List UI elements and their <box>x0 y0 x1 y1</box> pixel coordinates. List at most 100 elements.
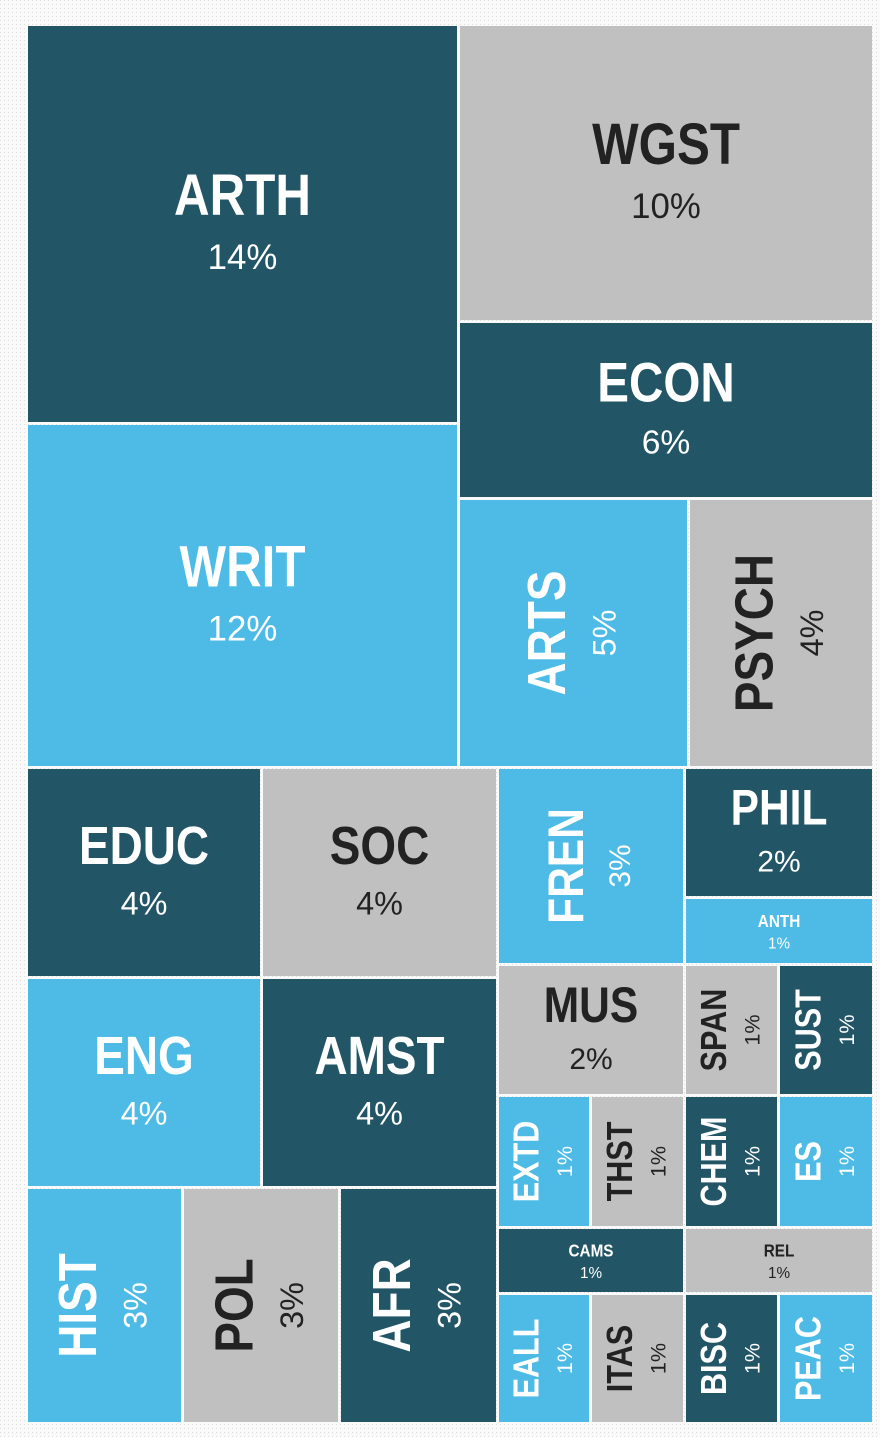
tile-label-group: ARTH 14% <box>174 163 311 277</box>
tile-label-group: EALL 1% <box>507 1319 577 1399</box>
tile-label-group: WGST 10% <box>592 112 740 226</box>
tile-label: ARTS <box>517 571 577 696</box>
tile-label: PSYCH <box>724 554 784 712</box>
tile <box>686 1295 777 1422</box>
tile <box>263 769 496 976</box>
tile-label: THST <box>601 1121 641 1201</box>
tile-label-group: POL 3% <box>204 1258 310 1352</box>
tile-label-group: CAMS 1% <box>568 1240 613 1282</box>
tile-value-label: 1% <box>834 1014 859 1045</box>
tile <box>686 899 872 963</box>
tile <box>28 425 457 766</box>
tile-label: HIST <box>48 1253 108 1358</box>
tile-label: CHEM <box>695 1116 735 1206</box>
tile-label: EDUC <box>79 816 209 876</box>
tile-value-label: 1% <box>646 1146 671 1177</box>
tile <box>28 1189 181 1422</box>
tile-value-label: 3% <box>432 1282 468 1329</box>
tile-value-label: 4% <box>356 1096 403 1132</box>
tile-label: WGST <box>592 112 740 177</box>
tile-value-label: 2% <box>569 1043 612 1076</box>
tile <box>690 500 872 766</box>
tile <box>592 1295 683 1422</box>
tile <box>780 966 872 1094</box>
tile-label-group: ARTS 5% <box>517 571 623 696</box>
tile-label-group: BISC 1% <box>695 1322 765 1395</box>
tile-label: ES <box>789 1141 829 1182</box>
tile-label: ITAS <box>601 1325 641 1392</box>
tile <box>460 26 872 320</box>
tile-label: EXTD <box>507 1121 547 1203</box>
tile <box>499 1097 589 1226</box>
tile <box>780 1295 872 1422</box>
tile-label-group: EDUC 4% <box>79 816 209 922</box>
tile-label-group: THST 1% <box>601 1121 671 1201</box>
tile-label: SOC <box>330 816 429 876</box>
tile-label-group: PEAC 1% <box>789 1316 859 1401</box>
tile-label: ARTH <box>174 163 311 228</box>
tile <box>28 769 260 976</box>
tile-label-group: FREN 3% <box>538 808 637 924</box>
tile <box>686 966 777 1094</box>
tile-label-group: ANTH 1% <box>758 911 800 953</box>
tile <box>184 1189 338 1422</box>
tile <box>460 500 687 766</box>
tile <box>499 1295 589 1422</box>
tile <box>499 966 683 1094</box>
tile-value-label: 2% <box>757 845 800 878</box>
tile-value-label: 4% <box>356 886 403 922</box>
tile-label: ENG <box>94 1026 193 1086</box>
tile-value-label: 3% <box>274 1282 310 1329</box>
tile-value-label: 10% <box>631 187 701 226</box>
tile-label: CAMS <box>568 1240 613 1260</box>
tile-label: WRIT <box>180 535 306 600</box>
tile-label: FREN <box>538 808 594 924</box>
tile-value-label: 5% <box>587 610 623 657</box>
tile-label: POL <box>204 1258 264 1352</box>
tile-value-label: 12% <box>208 610 278 649</box>
tile <box>341 1189 496 1422</box>
tile-label-group: AFR 3% <box>362 1258 468 1352</box>
tile-value-label: 4% <box>121 886 168 922</box>
tile-label-group: HIST 3% <box>48 1253 154 1358</box>
tile <box>592 1097 683 1226</box>
tile <box>780 1097 872 1226</box>
tile-label: AFR <box>362 1258 422 1352</box>
tile-label-group: PHIL 2% <box>731 779 828 878</box>
tile-label-group: ENG 4% <box>94 1026 193 1132</box>
tile-label: AMST <box>314 1026 444 1086</box>
tile-label: MUS <box>544 977 638 1033</box>
tile-label-group: CHEM 1% <box>695 1116 765 1206</box>
tile-value-label: 1% <box>552 1343 577 1374</box>
tile <box>263 979 496 1186</box>
tile-label: PEAC <box>789 1316 829 1401</box>
tile-label: PHIL <box>731 779 828 835</box>
tile-label: EALL <box>507 1319 547 1399</box>
tile <box>499 1229 683 1292</box>
tile-label-group: SUST 1% <box>789 989 859 1071</box>
tile-label: ECON <box>597 352 734 414</box>
tile <box>499 769 683 963</box>
tile-label-group: SOC 4% <box>330 816 429 922</box>
tile-label-group: ES 1% <box>789 1141 859 1182</box>
tile-value-label: 1% <box>740 1343 765 1374</box>
tile-label: REL <box>764 1240 795 1260</box>
tile <box>686 1097 777 1226</box>
tile-value-label: 1% <box>740 1146 765 1177</box>
tile-value-label: 14% <box>208 238 278 277</box>
tile-label-group: REL 1% <box>764 1240 795 1282</box>
tile-value-label: 1% <box>834 1146 859 1177</box>
tile-label: SPAN <box>695 989 735 1072</box>
tile-value-label: 1% <box>768 936 791 953</box>
tile <box>28 979 260 1186</box>
tile-value-label: 4% <box>794 610 830 657</box>
tile-value-label: 1% <box>646 1343 671 1374</box>
tile-label-group: ITAS 1% <box>601 1325 671 1392</box>
tile-value-label: 4% <box>121 1096 168 1132</box>
tile-label-group: EXTD 1% <box>507 1121 577 1203</box>
tile-value-label: 1% <box>740 1014 765 1045</box>
tile-value-label: 1% <box>552 1146 577 1177</box>
tile-label-group: WRIT 12% <box>180 535 306 649</box>
tile-value-label: 1% <box>834 1343 859 1374</box>
tile-value-label: 1% <box>768 1265 791 1282</box>
